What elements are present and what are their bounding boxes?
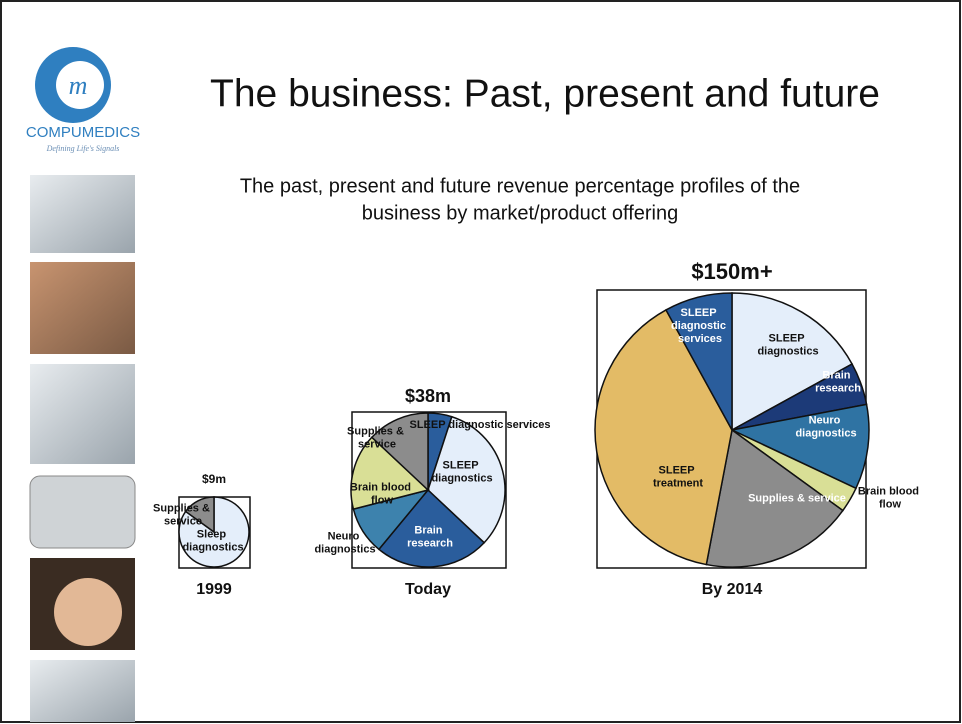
slice-label: SLEEP diagnostics [757,332,818,357]
slice-label: Supplies & service [347,425,407,450]
chart-caption: By 2014 [702,581,763,598]
chart-title: $150m+ [691,259,772,284]
chart-caption: 1999 [196,581,232,598]
slice-label: Brain research [815,369,861,394]
logo-inner [56,61,104,109]
logo-tagline: Defining Life's Signals [46,144,120,153]
pie-chart: SLEEP diagnostics Brain research Neuro dia… [594,259,922,598]
photo-strip [29,175,136,722]
pie-slice [370,412,429,492]
pie-slice [731,292,854,432]
slice-label: Neuro diagnostics [795,414,856,439]
slice-label: Supplies & service [153,502,213,527]
pie-slice [427,415,506,544]
slide-title: The business: Past, present and future [210,72,880,115]
slice-label: Brain blood flow [858,485,922,510]
pie-chart: SLEEP diagnostic services SLEEP diagnosti… [314,386,550,598]
slice-label: Brain research [407,524,453,549]
pie-slice [377,488,486,568]
slice-label: SLEEP diagnostic services [671,307,729,345]
logo-mark: m [69,71,88,100]
slice-label: Supplies & service [748,492,846,504]
photo [30,262,135,354]
pie-slice [729,403,870,490]
logo-name: COMPUMEDICS [26,124,140,141]
slice-label: SLEEP diagnostic services [409,419,550,431]
photo-face [54,578,122,646]
photo [29,475,136,549]
slice-label: SLEEP diagnostics [431,459,492,484]
subtitle: The past, present and future revenue per… [240,175,800,197]
slice-label: SLEEP treatment [653,464,703,489]
chart-caption: Today [405,581,451,598]
photo [30,364,135,464]
pie-slice [594,308,733,566]
slice-label: Brain blood flow [350,481,414,506]
pie-slice [705,428,844,568]
chart-title: $38m [405,386,451,406]
photo [30,175,135,253]
chart-title: $9m [202,472,226,486]
slice-label: Sleep diagnostics [182,528,243,553]
photo [30,660,135,722]
pie-slice [664,292,733,431]
slice-label: Neuro diagnostics [314,530,375,555]
logo: m COMPUMEDICS Defining Life's Signals [26,47,140,153]
subtitle: business by market/product offering [362,202,678,224]
pie-slice [184,496,215,534]
pie-slice [350,436,430,511]
